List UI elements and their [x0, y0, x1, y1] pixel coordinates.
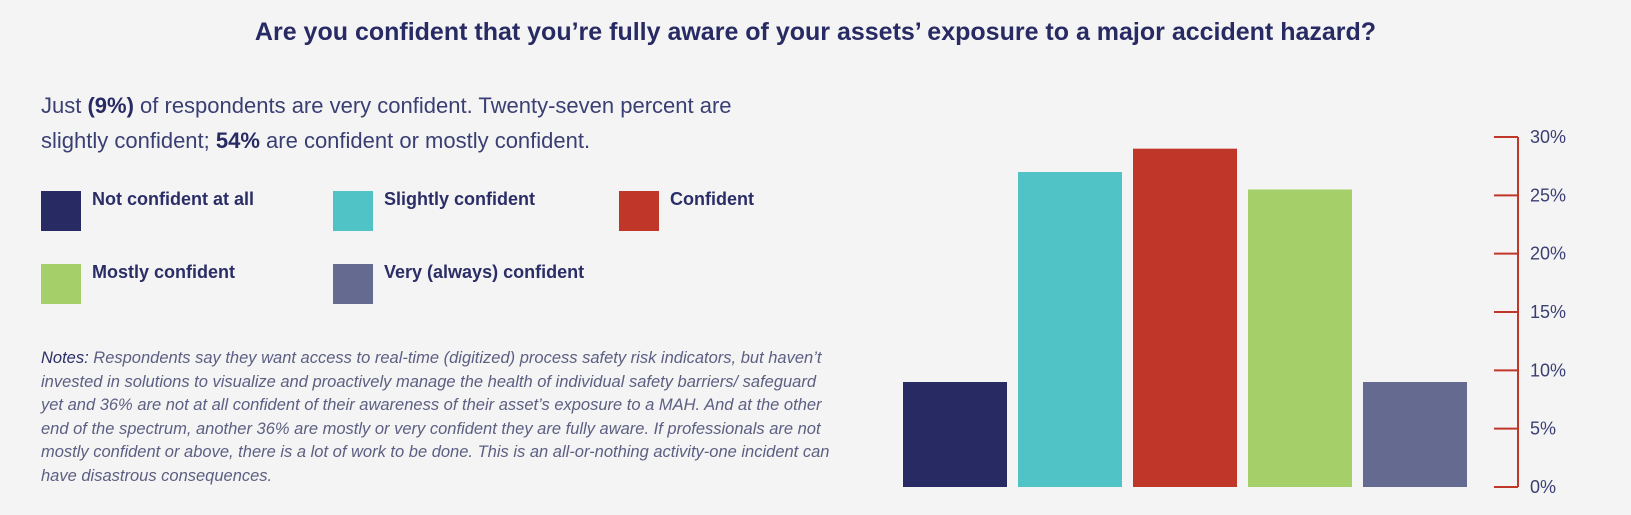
- summary-part-1: Just: [41, 93, 88, 118]
- legend-label-confident: Confident: [670, 189, 754, 209]
- legend-label-mostly-confident: Mostly confident: [92, 262, 235, 282]
- notes-label: Notes:: [41, 349, 89, 367]
- bar-very-always-confident: [1363, 382, 1467, 487]
- bar-mostly-confident: [1248, 189, 1352, 487]
- legend-swatch-not-confident: [41, 191, 81, 231]
- summary-part-3: are confident or mostly confident.: [259, 128, 591, 153]
- y-tick-label-6: 30%: [1530, 127, 1566, 147]
- summary-bold-1: (9%): [87, 93, 134, 118]
- y-tick-label-4: 20%: [1530, 244, 1566, 264]
- bar-confident: [1133, 148, 1237, 487]
- legend-label-very-confident: Very (always) confident: [384, 262, 585, 282]
- summary-text: Just (9%) of respondents are very confid…: [41, 88, 781, 158]
- summary-part-2: of respondents are very confident. Twent…: [41, 93, 732, 153]
- bar-slightly-confident: [1018, 172, 1122, 487]
- legend-label-slightly-confident: Slightly confident: [384, 189, 535, 209]
- y-tick-label-3: 15%: [1530, 302, 1566, 322]
- legend-swatch-slightly-confident: [333, 191, 373, 231]
- legend-swatch-mostly-confident: [41, 264, 81, 304]
- notes-text: Notes: Respondents say they want access …: [41, 347, 831, 488]
- legend-swatch-confident: [619, 191, 659, 231]
- bar-not-confident-at-all: [903, 382, 1007, 487]
- y-tick-label-0: 0%: [1530, 477, 1556, 497]
- legend-label-not-confident: Not confident at all: [92, 189, 254, 209]
- chart-title: Are you confident that you’re fully awar…: [254, 18, 1377, 46]
- summary-bold-2: 54%: [215, 128, 260, 153]
- y-tick-label-5: 25%: [1530, 185, 1566, 205]
- notes-body: Respondents say they want access to real…: [41, 349, 830, 485]
- y-tick-label-1: 5%: [1530, 419, 1556, 439]
- legend-swatch-very-confident: [333, 264, 373, 304]
- y-tick-label-2: 10%: [1530, 360, 1566, 380]
